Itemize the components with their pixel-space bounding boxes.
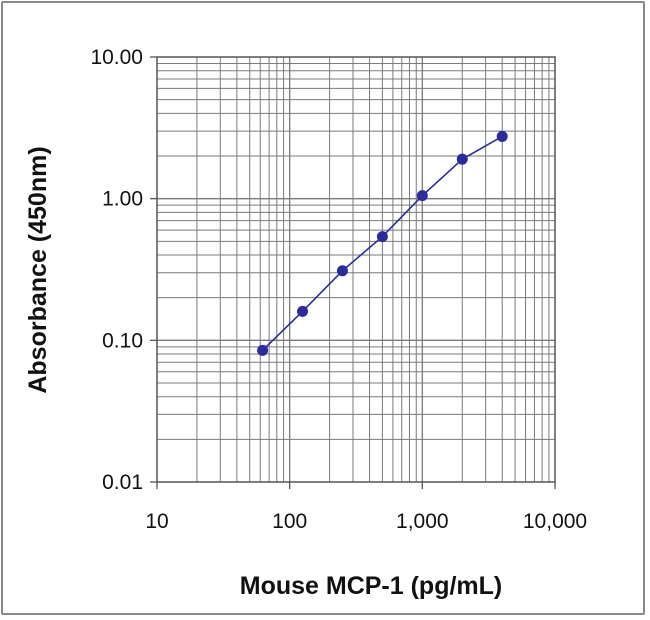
x-tick-label: 100 — [272, 510, 307, 533]
data-point — [496, 130, 508, 142]
data-point — [336, 265, 348, 277]
series — [257, 130, 508, 356]
y-tick-label: 0.01 — [102, 471, 143, 494]
data-point — [456, 153, 468, 165]
y-axis-ticks: 0.01 0.10 1.00 10.00 — [90, 46, 157, 494]
x-axis-title: Mouse MCP-1 (pg/mL) — [240, 572, 503, 600]
x-tick-label: 10 — [145, 510, 168, 533]
grid — [157, 57, 555, 482]
y-tick-label: 1.00 — [102, 188, 143, 211]
y-axis-title: Absorbance (450nm) — [24, 146, 52, 393]
data-point — [257, 344, 269, 356]
x-tick-label: 10,000 — [523, 510, 587, 533]
x-axis-ticks: 10 100 1,000 10,000 — [145, 482, 587, 533]
x-tick-label: 1,000 — [396, 510, 449, 533]
data-point — [416, 190, 428, 202]
y-tick-label: 10.00 — [90, 46, 143, 69]
data-point — [376, 231, 388, 243]
plot-area — [156, 56, 556, 483]
y-tick-label: 0.10 — [102, 329, 143, 352]
data-point — [297, 305, 309, 317]
